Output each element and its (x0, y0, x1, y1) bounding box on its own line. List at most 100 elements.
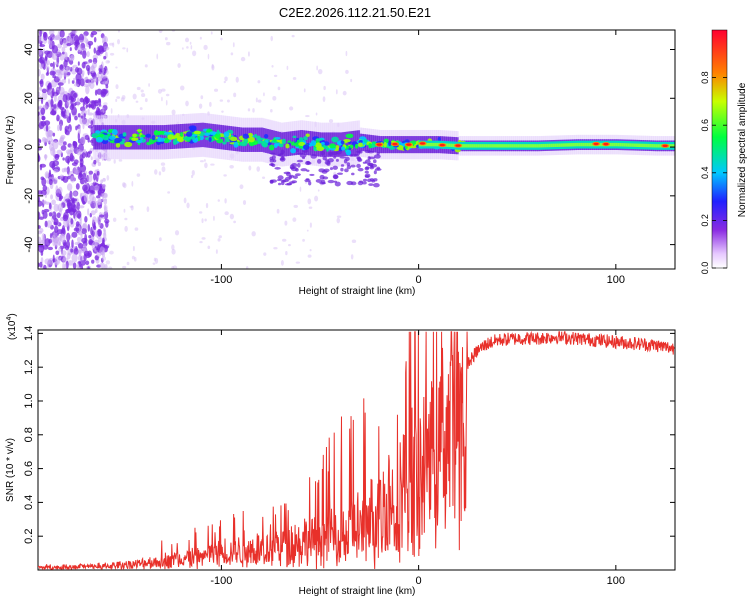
signal-tail (315, 179, 323, 183)
noise-blob (201, 237, 206, 240)
noise-blob (280, 260, 284, 266)
signal-blob (233, 141, 239, 148)
signal-stripe (576, 142, 579, 147)
noise-blob (110, 107, 113, 114)
signal-tail (269, 158, 274, 163)
signal-stripe (533, 144, 536, 148)
noise-blob (92, 61, 97, 69)
noise-blob (46, 129, 53, 138)
noise-blob (207, 245, 211, 250)
x-tick-label: -100 (210, 274, 232, 286)
noise-blob (223, 174, 227, 177)
noise-blob (43, 264, 47, 269)
signal-stripe (509, 144, 512, 148)
snr-x-axis-label: Height of straight line (km) (299, 586, 416, 597)
noise-blob (100, 179, 104, 184)
signal-blob (222, 141, 227, 145)
signal-blob (303, 136, 308, 141)
y-tick-label: 1.2 (23, 360, 35, 375)
noise-blob (190, 174, 194, 179)
noise-blob (106, 243, 111, 247)
signal-stripe (619, 143, 623, 147)
noise-blob (263, 92, 265, 97)
noise-blob (64, 168, 68, 173)
signal-blob (298, 141, 306, 147)
noise-blob (98, 237, 103, 243)
noise-blob (71, 66, 75, 70)
noise-blob (115, 98, 118, 102)
noise-blob (277, 86, 281, 91)
noise-blob (85, 85, 90, 95)
signal-tail (340, 164, 345, 167)
noise-blob (69, 47, 72, 52)
signal-tail (320, 150, 326, 156)
signal-blob (335, 145, 340, 149)
signal-tail (297, 162, 301, 168)
noise-blob (82, 122, 85, 130)
signal-stripe (462, 144, 465, 148)
noise-blob (74, 67, 80, 73)
noise-blob (165, 93, 170, 97)
signal-stripe (615, 142, 619, 147)
noise-blob (98, 46, 105, 54)
y-tick-label: 0.2 (23, 529, 35, 544)
noise-blob (93, 77, 98, 83)
signal-core (144, 125, 148, 150)
noise-blob (213, 88, 219, 92)
noise-blob (315, 112, 318, 116)
noise-blob (252, 108, 255, 113)
signal-stripe (491, 144, 495, 148)
noise-blob (58, 38, 62, 42)
signal-blob (188, 125, 197, 130)
signal-tail (334, 181, 341, 187)
noise-blob (203, 44, 208, 51)
noise-blob (292, 76, 297, 80)
noise-blob (157, 89, 162, 94)
noise-blob (69, 104, 75, 111)
noise-blob (105, 60, 110, 64)
signal-tail (304, 179, 311, 183)
noise-blob (58, 186, 63, 194)
signal-stripe (501, 144, 505, 148)
signal-tail (295, 148, 300, 153)
noise-blob (71, 239, 74, 249)
noise-blob (288, 243, 291, 247)
noise-blob (235, 76, 239, 83)
noise-blob (67, 260, 74, 266)
signal-blob (388, 140, 392, 147)
signal-blob (345, 133, 354, 139)
noise-blob (96, 170, 100, 176)
noise-blob (308, 206, 313, 209)
signal-tail (279, 156, 286, 162)
noise-blob (57, 124, 60, 132)
noise-blob (270, 35, 273, 42)
colorbar-tick-label: 0.2 (700, 214, 710, 227)
noise-blob (257, 80, 261, 84)
signal-tail (373, 182, 380, 188)
noise-blob (146, 206, 150, 213)
noise-blob (69, 190, 73, 200)
signal-stripe (540, 144, 544, 148)
noise-blob (131, 255, 135, 260)
signal-core (164, 124, 167, 150)
noise-blob (96, 195, 101, 199)
noise-blob (152, 262, 156, 265)
noise-blob (78, 40, 85, 44)
signal-peak (376, 143, 382, 146)
signal-stripe (631, 143, 635, 147)
noise-blob (48, 169, 52, 177)
noise-blob (316, 65, 318, 71)
noise-blob (79, 217, 82, 225)
noise-blob (67, 202, 72, 207)
noise-blob (186, 46, 189, 49)
noise-blob (70, 218, 74, 225)
noise-blob (57, 82, 64, 86)
noise-blob (87, 208, 90, 216)
signal-stripe (552, 143, 556, 148)
noise-blob (113, 159, 116, 164)
noise-blob (314, 195, 319, 202)
noise-blob (291, 34, 295, 38)
noise-blob (94, 208, 98, 214)
noise-blob (74, 45, 78, 51)
signal-peak (406, 143, 412, 146)
